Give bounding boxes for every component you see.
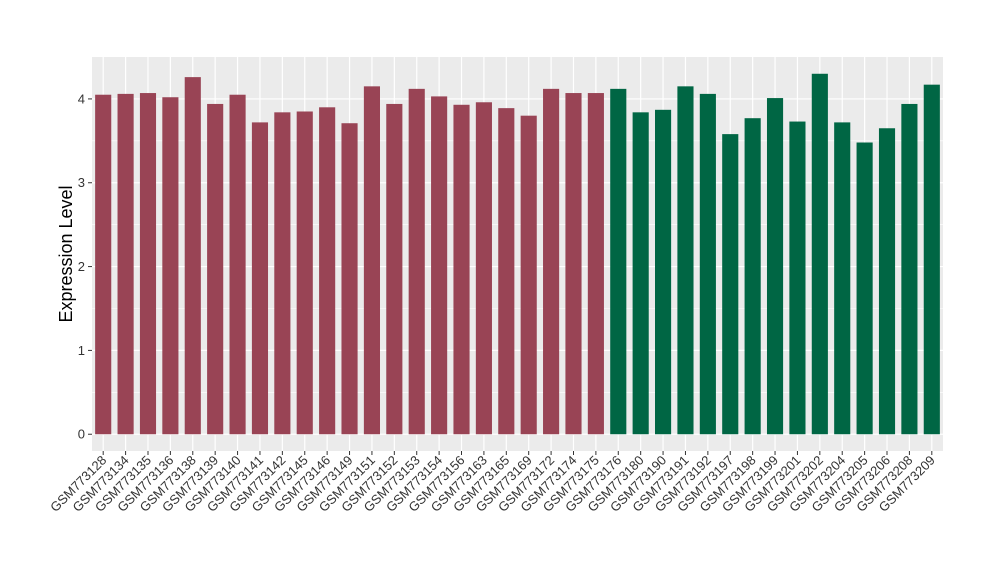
y-tick-label: 1 [78,343,85,358]
bar-GSM773154 [431,96,448,435]
bars [95,73,940,435]
bar-GSM773138 [184,77,201,435]
bar-GSM773163 [475,102,492,435]
bar-GSM773198 [744,118,761,435]
bar-GSM773172 [543,88,560,435]
bar-GSM773136 [162,97,179,435]
bar-GSM773174 [565,93,582,435]
bar-GSM773142 [274,112,291,435]
bar-GSM773206 [878,128,896,435]
bar-GSM773191 [677,86,694,435]
bar-GSM773201 [789,121,806,435]
y-tick-label: 2 [78,259,85,274]
bar-GSM773153 [408,88,425,435]
bar-GSM773176 [610,88,627,435]
bar-GSM773139 [207,103,224,435]
bar-GSM773152 [386,103,403,435]
bar-GSM773151 [363,86,380,435]
y-axis: 0 1 2 3 4 [78,91,92,442]
bar-GSM773165 [498,108,515,435]
bar-GSM773190 [655,109,672,435]
bar-GSM773156 [453,104,470,435]
bar-GSM773135 [139,93,157,435]
bar-GSM773169 [520,115,537,435]
bar-GSM773134 [117,93,134,435]
bar-GSM773209 [923,84,940,435]
y-tick-label: 0 [78,427,85,442]
bar-GSM773145 [296,111,313,435]
bar-GSM773140 [229,94,246,435]
bar-GSM773192 [699,93,716,435]
bar-GSM773180 [632,112,649,435]
x-axis: GSM773128GSM773134GSM773135GSM773136GSM7… [47,451,938,515]
bar-GSM773197 [722,134,739,435]
y-axis-title: Expression Level [56,185,76,322]
bar-GSM773199 [766,98,784,435]
bar-GSM773202 [811,73,828,435]
bar-GSM773146 [319,107,336,435]
bar-GSM773205 [856,142,873,435]
bar-GSM773208 [901,103,918,435]
y-tick-label: 4 [78,91,85,106]
bar-GSM773128 [95,94,112,435]
bar-GSM773141 [251,122,269,435]
bar-GSM773175 [587,93,604,435]
bar-GSM773204 [834,122,851,435]
y-tick-label: 3 [78,175,85,190]
bar-GSM773149 [341,123,358,435]
